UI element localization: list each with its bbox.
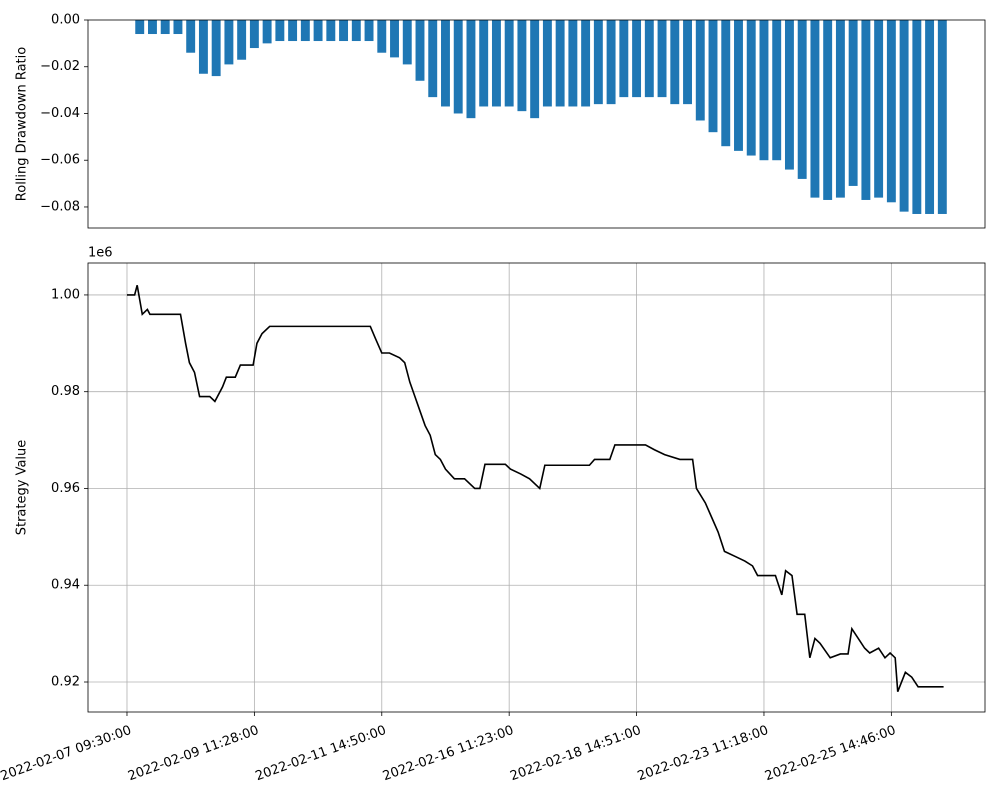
bar bbox=[670, 20, 680, 105]
bar bbox=[249, 20, 259, 49]
x-tick-label: 2022-02-18 14:51:00 bbox=[508, 723, 643, 784]
bar bbox=[568, 20, 578, 107]
x-tick-label: 2022-02-11 14:50:00 bbox=[253, 723, 388, 784]
bar bbox=[759, 20, 769, 161]
bar bbox=[275, 20, 285, 42]
bar bbox=[351, 20, 361, 42]
y-axis-label: Strategy Value bbox=[15, 440, 30, 536]
x-tick-label: 2022-02-16 11:23:00 bbox=[381, 723, 516, 784]
bar bbox=[925, 20, 935, 214]
bar bbox=[823, 20, 833, 200]
y-offset-label: 1e6 bbox=[88, 246, 113, 261]
bar bbox=[504, 20, 514, 107]
bar bbox=[466, 20, 476, 119]
x-tick-label: 2022-02-07 09:30:00 bbox=[0, 723, 134, 784]
bar bbox=[517, 20, 527, 112]
y-tick-label: −0.08 bbox=[40, 199, 80, 214]
bar bbox=[899, 20, 909, 212]
bar bbox=[593, 20, 603, 105]
bar bbox=[581, 20, 591, 107]
y-tick-label: −0.02 bbox=[40, 59, 80, 74]
bar bbox=[619, 20, 629, 98]
bar bbox=[262, 20, 272, 44]
bar bbox=[339, 20, 349, 42]
bar bbox=[364, 20, 374, 42]
bar bbox=[797, 20, 807, 179]
bar bbox=[886, 20, 896, 203]
bar bbox=[874, 20, 884, 198]
y-axis-label: Rolling Drawdown Ratio bbox=[15, 47, 30, 201]
bar bbox=[657, 20, 667, 98]
bar bbox=[313, 20, 323, 42]
axes-frame bbox=[87, 262, 986, 713]
bar bbox=[746, 20, 756, 156]
y-tick-label: −0.06 bbox=[40, 153, 80, 168]
bar bbox=[721, 20, 731, 147]
bar bbox=[224, 20, 234, 65]
bar bbox=[861, 20, 871, 200]
bar bbox=[211, 20, 221, 77]
bar bbox=[135, 20, 145, 35]
bar bbox=[198, 20, 208, 74]
bar bbox=[441, 20, 450, 107]
bar bbox=[288, 20, 298, 42]
axes-frame bbox=[87, 19, 986, 229]
bar bbox=[148, 20, 157, 35]
bar bbox=[683, 20, 692, 105]
x-tick-label: 2022-02-09 11:28:00 bbox=[126, 723, 261, 784]
bar bbox=[772, 20, 782, 161]
bar bbox=[415, 20, 425, 81]
y-tick-label: 0.00 bbox=[51, 13, 80, 28]
bar bbox=[835, 20, 845, 198]
bar bbox=[479, 20, 489, 107]
bar bbox=[606, 20, 616, 105]
x-tick-label: 2022-02-23 11:18:00 bbox=[636, 723, 771, 784]
bar bbox=[708, 20, 718, 133]
y-tick-label: 1.00 bbox=[51, 287, 80, 302]
bar bbox=[848, 20, 858, 186]
y-tick-label: 0.96 bbox=[51, 481, 80, 496]
bar bbox=[810, 20, 820, 198]
bar bbox=[542, 20, 552, 107]
bar bbox=[300, 20, 310, 42]
y-tick-label: 0.98 bbox=[51, 384, 80, 399]
bar bbox=[173, 20, 183, 35]
bar bbox=[784, 20, 794, 170]
bar bbox=[632, 20, 642, 98]
value-line bbox=[126, 285, 944, 692]
bar bbox=[491, 20, 501, 107]
y-tick-label: −0.04 bbox=[40, 106, 80, 121]
bar bbox=[453, 20, 463, 114]
bar bbox=[555, 20, 565, 107]
y-tick-label: 0.94 bbox=[51, 578, 80, 593]
bar bbox=[695, 20, 705, 121]
bar bbox=[237, 20, 247, 60]
bar bbox=[644, 20, 654, 98]
bar bbox=[326, 20, 336, 42]
bar bbox=[390, 20, 399, 58]
bar bbox=[186, 20, 196, 53]
bar bbox=[734, 20, 743, 151]
bar bbox=[377, 20, 387, 53]
bar bbox=[428, 20, 438, 98]
y-tick-label: 0.92 bbox=[51, 675, 80, 690]
x-tick-label: 2022-02-25 14:46:00 bbox=[763, 723, 898, 784]
bar bbox=[160, 20, 170, 35]
bar bbox=[402, 20, 412, 65]
bar bbox=[912, 20, 922, 214]
bar bbox=[937, 20, 947, 214]
bar bbox=[530, 20, 540, 119]
